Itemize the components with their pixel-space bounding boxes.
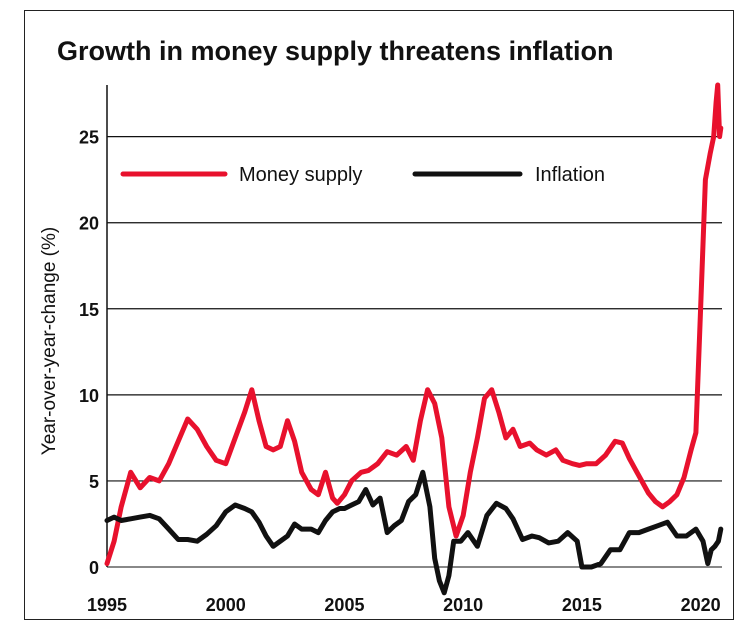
y-tick-label: 5: [89, 472, 99, 492]
y-axis-label: Year-over-year-change (%): [39, 227, 60, 455]
legend: Money supply Inflation: [120, 164, 605, 186]
chart-title: Growth in money supply threatens inflati…: [57, 36, 614, 66]
y-tick-labels: 0 5 10 15 20 25: [79, 128, 99, 578]
legend-label-inflation: Inflation: [535, 164, 605, 186]
gridlines: [107, 136, 722, 482]
y-tick-label: 10: [79, 386, 99, 406]
chart-canvas: Growth in money supply threatens inflati…: [39, 36, 724, 615]
chart-frame: Growth in money supply threatens inflati…: [24, 10, 734, 620]
y-tick-label: 15: [79, 300, 99, 320]
x-tick-label: 2020: [681, 595, 721, 615]
y-tick-label: 25: [79, 128, 99, 148]
y-tick-label: 0: [89, 558, 99, 578]
x-tick-label: 2000: [206, 595, 246, 615]
y-tick-label: 20: [79, 214, 99, 234]
x-tick-label: 2005: [324, 595, 364, 615]
legend-label-money-supply: Money supply: [239, 164, 362, 186]
series-line-inflation: [104, 469, 724, 596]
x-tick-labels: 1995 2000 2005 2010 2015 2020: [87, 595, 721, 615]
x-tick-label: 2010: [443, 595, 483, 615]
series-layer: [104, 82, 724, 596]
x-tick-label: 1995: [87, 595, 127, 615]
x-tick-label: 2015: [562, 595, 602, 615]
series-line-money-supply: [104, 82, 724, 567]
